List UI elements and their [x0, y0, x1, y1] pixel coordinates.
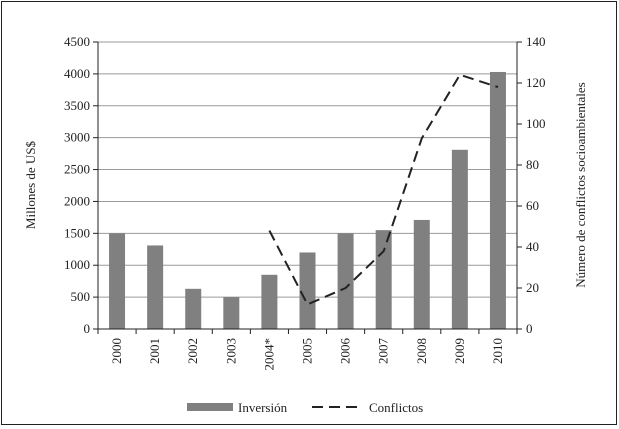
left-tick-label: 0 — [84, 321, 91, 336]
left-tick-label: 3500 — [64, 98, 90, 113]
right-tick-label: 40 — [526, 239, 539, 254]
x-axis-ticks: 2000 2001 2002 2003 2004* 2005 2006 2007 2008 200… — [97, 329, 518, 371]
bar — [451, 149, 468, 329]
right-axis-title: Número de conflictos socioambientales — [573, 82, 588, 287]
legend-swatch-inversion — [187, 403, 233, 411]
x-tick-label: 2009 — [452, 338, 467, 364]
right-tick-label: 20 — [526, 280, 539, 295]
left-tick-label: 1000 — [64, 257, 90, 272]
left-tick-label: 500 — [71, 289, 91, 304]
right-tick-label: 100 — [526, 116, 546, 131]
x-tick-label: 2003 — [223, 338, 238, 364]
bar — [337, 233, 354, 329]
left-axis-ticks: 0 500 1000 1500 2000 2500 3000 3500 4000 4500 — [64, 34, 98, 336]
x-tick-label: 2007 — [376, 338, 391, 365]
bar — [413, 219, 430, 329]
legend-label-inversion: Inversión — [238, 400, 288, 415]
left-tick-label: 1500 — [64, 225, 90, 240]
x-tick-label: 2005 — [300, 338, 315, 364]
bar — [261, 274, 278, 329]
x-tick-label: 2006 — [338, 338, 353, 365]
left-axis-title: Millones de US$ — [23, 140, 38, 229]
bar — [109, 233, 126, 329]
left-tick-label: 2000 — [64, 193, 90, 208]
bar — [223, 297, 240, 329]
x-tick-label: 2001 — [147, 338, 162, 364]
bar — [147, 245, 164, 329]
x-tick-label: 2008 — [414, 338, 429, 364]
left-tick-label: 4000 — [64, 66, 90, 81]
left-tick-label: 4500 — [64, 34, 90, 49]
right-tick-label: 60 — [526, 198, 539, 213]
gridlines — [98, 41, 517, 298]
bar-series-inversion — [109, 71, 506, 329]
x-tick-label: 2002 — [185, 338, 200, 364]
bar — [375, 230, 392, 329]
right-tick-label: 120 — [526, 75, 546, 90]
x-tick-label: 2010 — [490, 338, 505, 364]
left-tick-label: 2500 — [64, 162, 90, 177]
bar — [489, 71, 506, 329]
legend-label-conflictos: Conflictos — [369, 400, 423, 415]
combo-chart: 0 500 1000 1500 2000 2500 3000 3500 4000 4500 0 20… — [23, 34, 588, 415]
left-tick-label: 3000 — [64, 130, 90, 145]
bar — [299, 252, 316, 329]
x-tick-label: 2000 — [109, 338, 124, 364]
axes — [97, 42, 518, 330]
right-tick-label: 0 — [526, 321, 533, 336]
bar — [185, 288, 202, 329]
legend: Inversión Conflictos — [187, 400, 423, 415]
series-line — [268, 73, 499, 306]
right-axis-ticks: 0 20 40 60 80 100 120 140 — [517, 34, 546, 336]
line-series-conflictos — [268, 73, 499, 306]
right-tick-label: 140 — [526, 34, 546, 49]
right-tick-label: 80 — [526, 157, 539, 172]
x-tick-label: 2004* — [261, 338, 276, 371]
